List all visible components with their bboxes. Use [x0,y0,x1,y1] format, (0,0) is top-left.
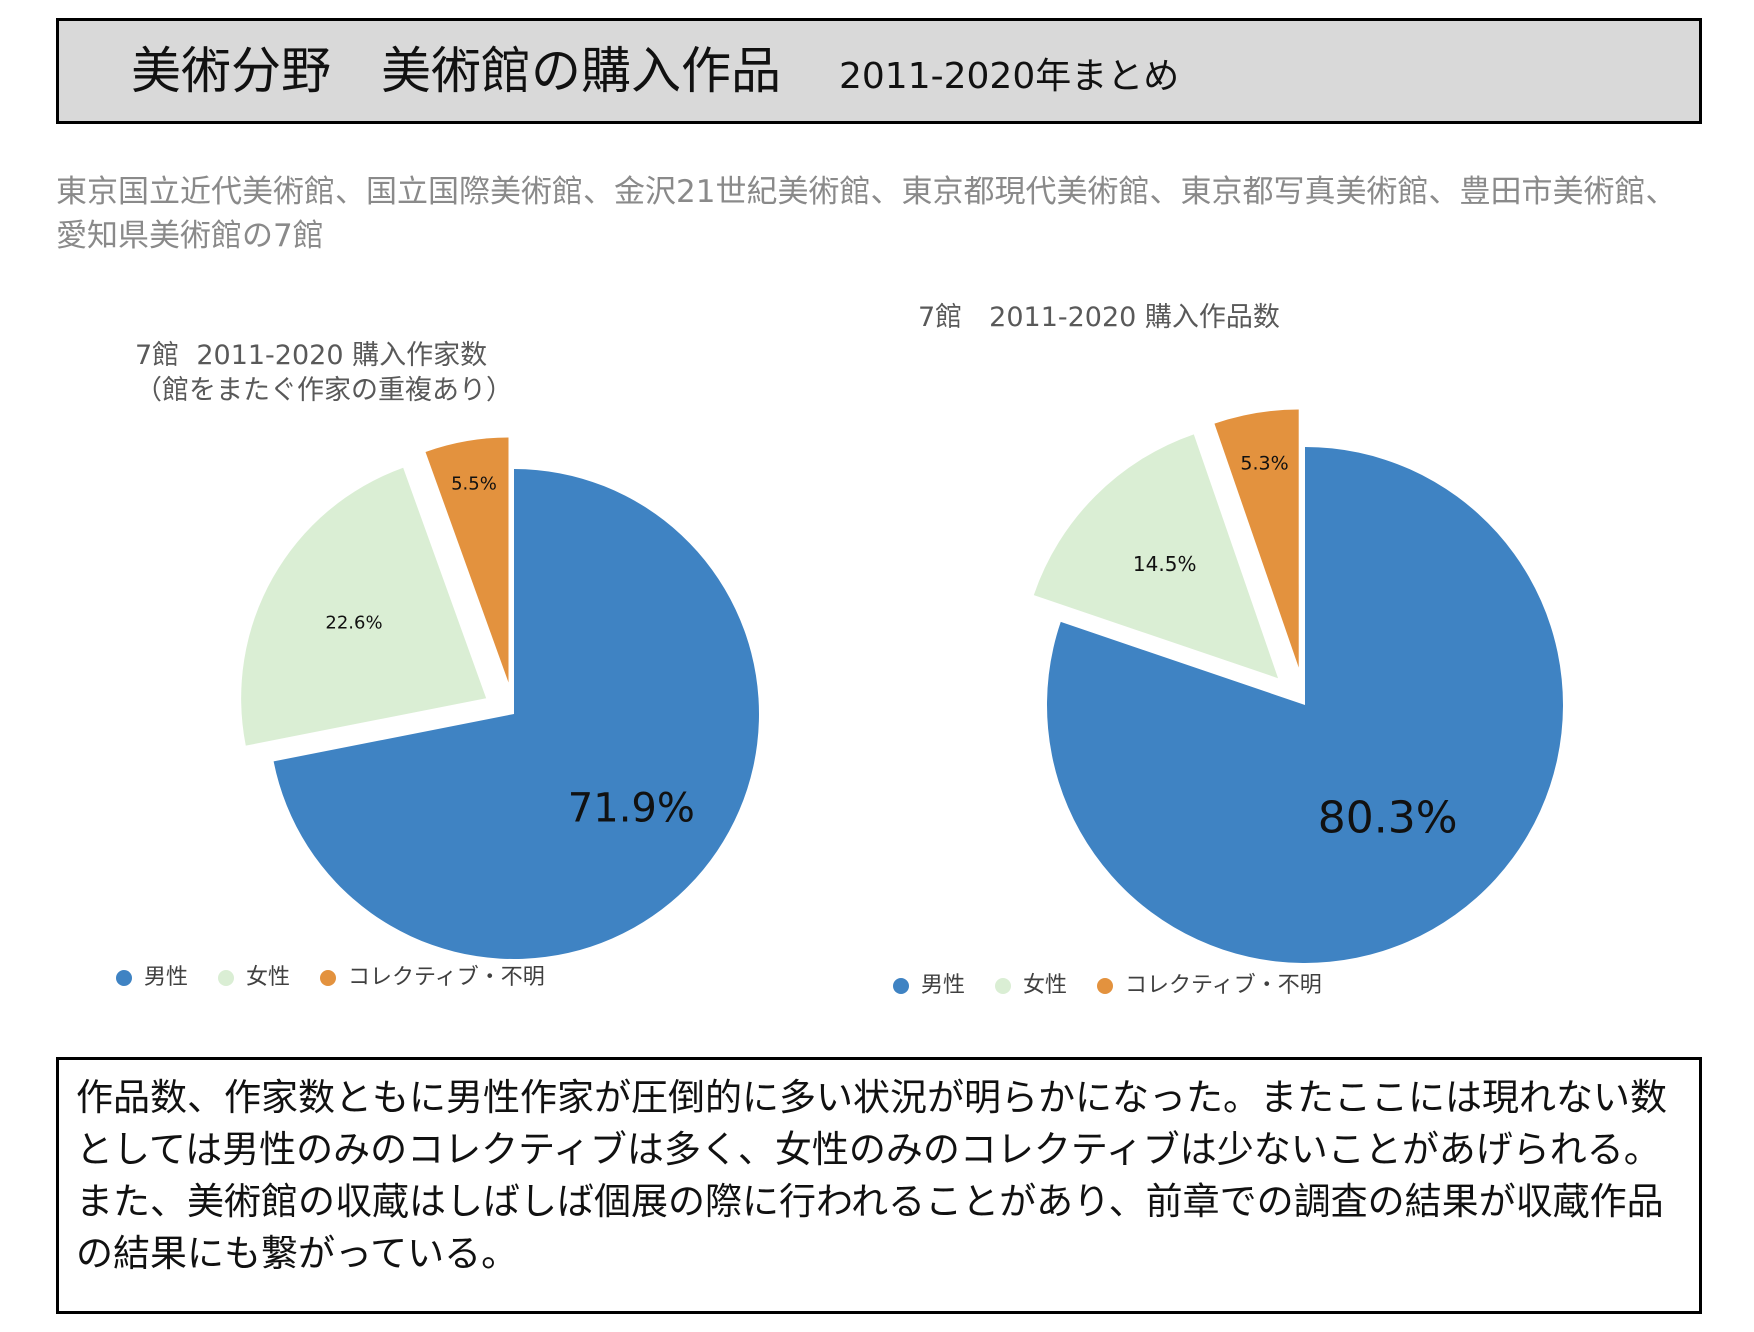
data-label-male: 71.9% [568,785,695,831]
legend-item-male: 男性 [116,964,188,992]
legend-works: 男性 女性 コレクティブ・不明 [893,972,1352,1000]
legend-dot-female [218,970,235,986]
legend-label: 女性 [1023,973,1068,998]
legend-dot-male [893,978,909,994]
pie-slice-female [241,467,487,746]
page-subtitle: 2011-2020年まとめ [839,56,1180,97]
pie-slice-male [1047,447,1563,963]
legend-item-female: 女性 [995,972,1067,1000]
pie-slice-other [1214,409,1299,668]
pie-chart-works: 80.3% 14.5% 5.3% [1033,409,1563,963]
data-label-male: 80.3% [1318,792,1458,843]
museum-list: 東京国立近代美術館、国立国際美術館、金沢21世紀美術館、東京都現代美術館、東京都… [56,174,1677,254]
data-label-other: 5.5% [451,474,497,495]
conclusion-box [56,1057,1702,1314]
legend-item-male: 男性 [893,972,965,1000]
data-label-female: 22.6% [325,612,382,633]
legend-label: 男性 [921,973,966,998]
pie-slice-female [1033,434,1279,679]
legend-item-other: コレクティブ・不明 [320,964,545,992]
legend-item-other: コレクティブ・不明 [1097,972,1322,1000]
pie-slice-other [425,437,509,683]
legend-label: 男性 [144,965,189,990]
legend-dot-female [995,978,1012,994]
legend-dot-other [320,970,337,986]
legend-dot-other [1097,978,1114,994]
legend-dot-male [116,970,132,986]
conclusion-text: 作品数、作家数ともに男性作家が圧倒的に多い状況が明らかになった。またここには現れ… [76,1076,1667,1275]
legend-label: コレクティブ・不明 [1125,973,1322,998]
legend-label: 女性 [246,965,291,990]
legend-artists: 男性 女性 コレクティブ・不明 [116,964,575,992]
pie-chart-artists: 71.9% 22.6% 5.5% [241,437,759,959]
chart-title-artists: 7館 2011-2020 購入作家数 （館をまたぐ作家の重複あり） [135,340,513,406]
page-title: 美術分野 美術館の購入作品 [131,42,781,100]
data-label-female: 14.5% [1133,552,1197,576]
header-box: 美術分野 美術館の購入作品 2011-2020年まとめ [56,18,1702,124]
legend-item-female: 女性 [218,964,290,992]
data-label-other: 5.3% [1240,452,1288,474]
chart-title-works: 7館 2011-2020 購入作品数 [918,302,1280,333]
legend-label: コレクティブ・不明 [348,965,545,990]
pie-slice-male [273,469,759,959]
